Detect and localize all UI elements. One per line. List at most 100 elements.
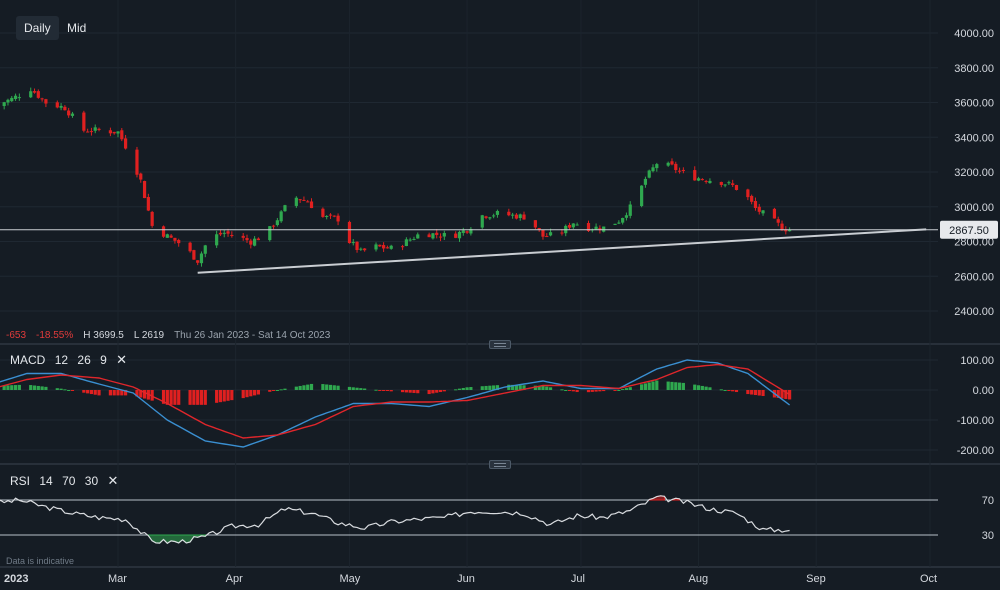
candle-body[interactable]	[761, 210, 765, 214]
candle-body[interactable]	[655, 164, 659, 169]
candle-body[interactable]	[575, 224, 579, 226]
candle-body[interactable]	[522, 214, 526, 220]
candle-body[interactable]	[378, 244, 382, 247]
candle-body[interactable]	[776, 219, 780, 223]
candle-body[interactable]	[215, 234, 219, 246]
candle-body[interactable]	[465, 231, 469, 233]
candle-body[interactable]	[780, 223, 784, 231]
candle-body[interactable]	[294, 197, 298, 206]
candle-body[interactable]	[693, 170, 697, 181]
signal-line[interactable]	[0, 363, 790, 439]
candle-body[interactable]	[177, 240, 181, 244]
candle-body[interactable]	[32, 91, 37, 93]
candle-body[interactable]	[328, 214, 333, 216]
candle-body[interactable]	[442, 232, 446, 237]
candle-body[interactable]	[63, 106, 67, 111]
candle-body[interactable]	[298, 199, 302, 201]
candle-body[interactable]	[647, 170, 651, 178]
candle-body[interactable]	[252, 238, 257, 246]
candle-body[interactable]	[203, 245, 207, 254]
candle-body[interactable]	[416, 234, 420, 239]
candle-body[interactable]	[279, 211, 283, 222]
candle-body[interactable]	[199, 253, 204, 264]
candle-body[interactable]	[44, 99, 48, 104]
candle-body[interactable]	[704, 180, 708, 182]
candle-body[interactable]	[355, 241, 359, 251]
candle-body[interactable]	[628, 204, 632, 216]
candle-body[interactable]	[719, 181, 723, 185]
price-type-mid-button[interactable]: Mid	[67, 21, 87, 35]
candle-body[interactable]	[640, 185, 644, 207]
candle-body[interactable]	[55, 102, 59, 108]
candle-body[interactable]	[753, 201, 758, 208]
candle-body[interactable]	[750, 195, 754, 202]
candle-body[interactable]	[108, 130, 113, 134]
candle-body[interactable]	[594, 226, 598, 230]
candle-body[interactable]	[196, 260, 200, 263]
candle-body[interactable]	[116, 131, 120, 134]
candle-body[interactable]	[59, 105, 63, 108]
candle-body[interactable]	[169, 235, 173, 238]
candle-body[interactable]	[746, 189, 750, 198]
candle-body[interactable]	[700, 179, 704, 181]
candle-body[interactable]	[571, 223, 575, 228]
candle-body[interactable]	[484, 216, 488, 218]
candle-body[interactable]	[514, 214, 519, 219]
candle-body[interactable]	[222, 232, 226, 234]
candle-body[interactable]	[457, 231, 462, 239]
candle-body[interactable]	[723, 184, 727, 186]
candle-body[interactable]	[17, 97, 21, 99]
candle-body[interactable]	[621, 218, 625, 223]
candle-body[interactable]	[275, 220, 279, 226]
candle-body[interactable]	[431, 233, 435, 239]
support-trendline[interactable]	[197, 228, 927, 274]
candle-body[interactable]	[469, 228, 473, 234]
candle-body[interactable]	[165, 234, 169, 238]
candle-body[interactable]	[492, 215, 496, 217]
price-panel[interactable]	[0, 87, 938, 274]
candle-body[interactable]	[146, 197, 150, 211]
candle-body[interactable]	[13, 95, 18, 100]
candle-body[interactable]	[674, 163, 678, 171]
candle-body[interactable]	[67, 110, 71, 116]
macd-line[interactable]	[0, 359, 791, 448]
candle-body[interactable]	[10, 97, 14, 102]
candle-body[interactable]	[161, 226, 166, 237]
candle-body[interactable]	[241, 235, 245, 238]
candle-body[interactable]	[6, 99, 10, 103]
candle-body[interactable]	[70, 113, 75, 116]
candle-body[interactable]	[480, 215, 484, 228]
candle-body[interactable]	[2, 102, 6, 107]
candle-body[interactable]	[382, 245, 386, 249]
candle-body[interactable]	[734, 185, 739, 190]
candle-body[interactable]	[271, 225, 276, 227]
candle-body[interactable]	[123, 138, 128, 149]
candle-body[interactable]	[249, 240, 253, 245]
candle-body[interactable]	[226, 231, 230, 234]
candle-body[interactable]	[624, 215, 629, 218]
candle-body[interactable]	[545, 236, 549, 238]
candle-body[interactable]	[325, 215, 329, 217]
candle-body[interactable]	[461, 230, 465, 234]
candle-body[interactable]	[598, 228, 602, 231]
candle-body[interactable]	[454, 233, 458, 238]
candle-body[interactable]	[560, 232, 564, 234]
candle-body[interactable]	[511, 214, 515, 216]
interval-daily-button[interactable]: Daily	[16, 16, 59, 40]
candle-body[interactable]	[173, 237, 177, 241]
candle-body[interactable]	[93, 127, 97, 131]
candle-body[interactable]	[404, 239, 408, 247]
candle-body[interactable]	[374, 244, 378, 250]
candle-body[interactable]	[306, 201, 310, 203]
candle-body[interactable]	[139, 173, 143, 180]
candle-body[interactable]	[541, 229, 545, 237]
candle-body[interactable]	[389, 245, 393, 249]
candle-body[interactable]	[351, 242, 355, 244]
candle-body[interactable]	[548, 232, 553, 236]
candle-body[interactable]	[86, 131, 90, 133]
candle-body[interactable]	[347, 221, 352, 244]
candle-body[interactable]	[427, 234, 431, 238]
candle-body[interactable]	[602, 226, 606, 232]
candle-body[interactable]	[142, 181, 147, 199]
rsi-line[interactable]	[0, 495, 790, 545]
